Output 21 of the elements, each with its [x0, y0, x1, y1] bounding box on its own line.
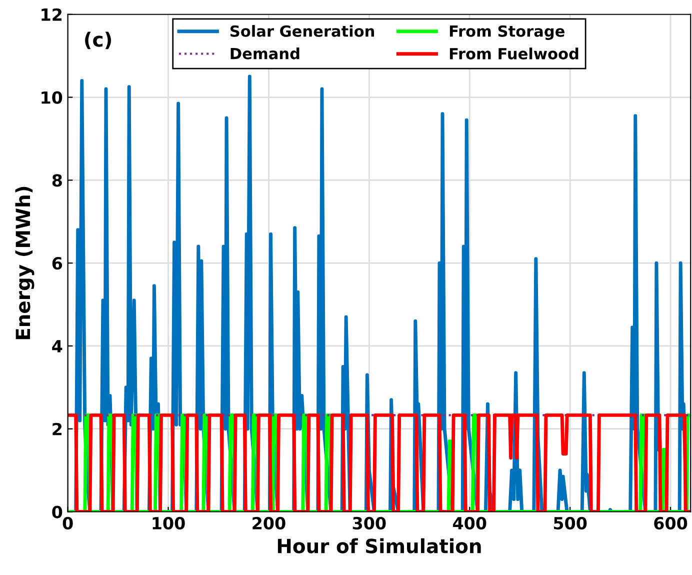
- x-tick-label: 200: [252, 516, 286, 530]
- y-tick-label: 6: [52, 257, 62, 270]
- legend-label: Solar Generation: [230, 25, 374, 37]
- y-tick-label: 2: [52, 422, 62, 436]
- x-axis-title: Hour of Simulation: [278, 538, 481, 554]
- x-tick-label: 100: [152, 516, 185, 530]
- x-tick-label: 0: [62, 516, 73, 530]
- y-tick-label: 12: [42, 8, 62, 21]
- legend-label: From Storage: [450, 25, 564, 40]
- y-tick-label: 4: [52, 340, 62, 352]
- y-tick-label: 0: [52, 506, 62, 518]
- y-tick-label: 8: [52, 174, 62, 187]
- x-tick-label: 600: [654, 516, 688, 530]
- legend-label: From Fuelwood: [450, 48, 578, 60]
- annotation: (c): [85, 32, 112, 50]
- x-tick-label: 400: [452, 516, 486, 530]
- y-axis-title: Energy (MWh): [15, 186, 34, 340]
- y-tick-label: 10: [42, 91, 62, 104]
- x-tick-label: 300: [352, 516, 386, 530]
- legend-label: Demand: [230, 47, 300, 60]
- x-tick-label: 500: [554, 516, 587, 530]
